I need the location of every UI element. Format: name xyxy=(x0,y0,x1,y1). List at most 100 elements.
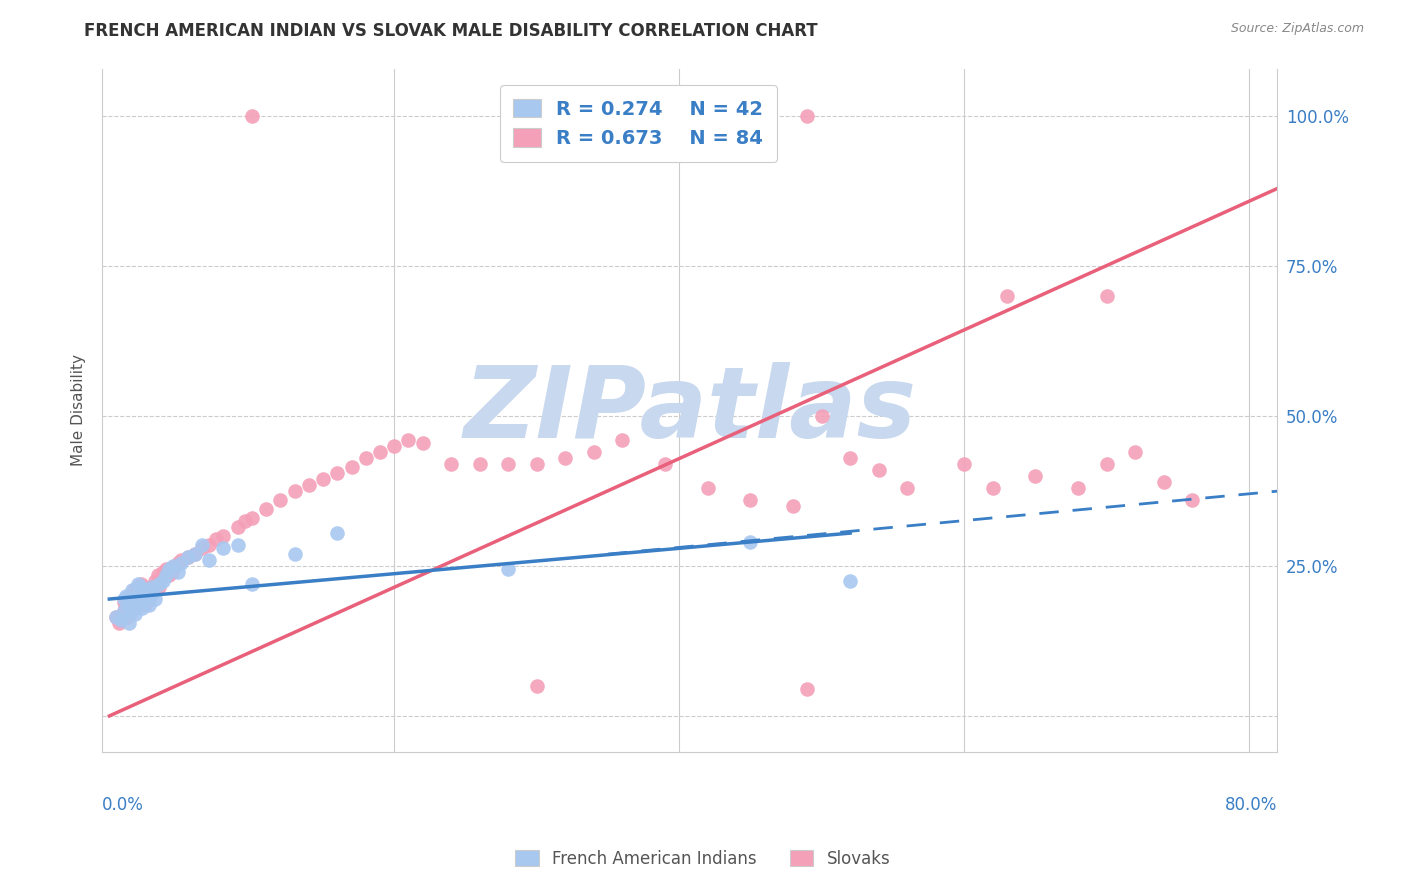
Point xyxy=(254,502,277,516)
Point xyxy=(205,532,228,546)
Point xyxy=(124,607,146,621)
Point xyxy=(412,436,434,450)
Point xyxy=(135,583,157,598)
Point xyxy=(141,580,163,594)
Point xyxy=(582,445,605,459)
Text: FRENCH AMERICAN INDIAN VS SLOVAK MALE DISABILITY CORRELATION CHART: FRENCH AMERICAN INDIAN VS SLOVAK MALE DI… xyxy=(84,22,818,40)
Point xyxy=(1067,481,1090,495)
Point xyxy=(128,592,150,607)
Point xyxy=(1095,457,1118,471)
Point xyxy=(496,457,519,471)
Point xyxy=(134,592,156,607)
Point xyxy=(152,574,174,588)
Point xyxy=(117,598,139,612)
Point xyxy=(198,553,221,567)
Point xyxy=(115,607,138,621)
Point xyxy=(105,610,128,624)
Point xyxy=(298,478,321,492)
Point xyxy=(1181,493,1204,508)
Point xyxy=(176,550,198,565)
Point xyxy=(105,610,128,624)
Point xyxy=(162,559,184,574)
Point xyxy=(129,577,152,591)
Point xyxy=(115,589,138,603)
Point xyxy=(440,457,463,471)
Point xyxy=(131,589,153,603)
Point xyxy=(112,604,135,618)
Point xyxy=(143,574,166,588)
Point xyxy=(896,481,918,495)
Point xyxy=(118,592,141,607)
Point xyxy=(110,613,132,627)
Point xyxy=(117,610,139,624)
Point xyxy=(839,451,862,466)
Point xyxy=(132,580,155,594)
Point xyxy=(148,577,170,591)
Point xyxy=(169,556,191,570)
Point xyxy=(149,571,172,585)
Point xyxy=(226,538,249,552)
Point xyxy=(141,586,163,600)
Point xyxy=(191,538,214,552)
Point xyxy=(129,580,152,594)
Point xyxy=(127,580,149,594)
Point xyxy=(340,460,363,475)
Point xyxy=(312,472,335,486)
Point xyxy=(118,615,141,630)
Point xyxy=(169,553,191,567)
Point xyxy=(226,520,249,534)
Point xyxy=(131,601,153,615)
Point xyxy=(122,583,145,598)
Point xyxy=(1123,445,1146,459)
Point xyxy=(233,514,256,528)
Point xyxy=(122,592,145,607)
Point xyxy=(184,547,207,561)
Point xyxy=(146,568,169,582)
Point xyxy=(382,439,405,453)
Point xyxy=(157,568,180,582)
Point xyxy=(143,592,166,607)
Point xyxy=(640,110,662,124)
Point xyxy=(166,556,188,570)
Point xyxy=(868,463,890,477)
Point xyxy=(148,580,170,594)
Point xyxy=(120,598,142,612)
Point xyxy=(240,110,263,124)
Point xyxy=(612,433,634,447)
Point xyxy=(114,601,136,615)
Legend: French American Indians, Slovaks: French American Indians, Slovaks xyxy=(509,844,897,875)
Point xyxy=(176,550,198,565)
Point xyxy=(160,565,183,579)
Point xyxy=(127,598,149,612)
Text: 80.0%: 80.0% xyxy=(1225,797,1278,814)
Point xyxy=(240,511,263,525)
Point xyxy=(1095,289,1118,303)
Point xyxy=(135,589,157,603)
Point xyxy=(269,493,291,508)
Point xyxy=(138,592,160,607)
Point xyxy=(496,562,519,576)
Point xyxy=(120,604,142,618)
Point xyxy=(124,589,146,603)
Point xyxy=(157,562,180,576)
Point xyxy=(468,457,491,471)
Point xyxy=(240,577,263,591)
Point xyxy=(112,604,135,618)
Point xyxy=(981,481,1004,495)
Point xyxy=(526,457,548,471)
Point xyxy=(198,538,221,552)
Point xyxy=(654,457,676,471)
Point xyxy=(112,595,135,609)
Point xyxy=(139,586,162,600)
Point xyxy=(810,409,832,424)
Point xyxy=(283,484,305,499)
Point xyxy=(212,529,235,543)
Point xyxy=(354,451,377,466)
Point xyxy=(152,565,174,579)
Point xyxy=(166,565,188,579)
Point xyxy=(554,451,576,466)
Point xyxy=(112,592,135,607)
Point xyxy=(696,481,718,495)
Point xyxy=(108,615,131,630)
Point xyxy=(283,547,305,561)
